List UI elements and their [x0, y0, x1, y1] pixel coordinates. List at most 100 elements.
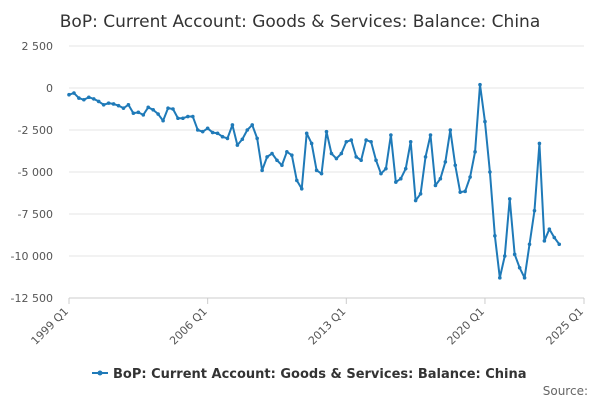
- data-point[interactable]: [96, 99, 101, 104]
- data-point[interactable]: [270, 151, 274, 156]
- data-point[interactable]: [339, 151, 344, 156]
- data-point[interactable]: [537, 141, 542, 146]
- data-point[interactable]: [359, 158, 363, 163]
- data-point[interactable]: [438, 176, 443, 181]
- data-point[interactable]: [413, 198, 418, 203]
- data-point[interactable]: [161, 118, 165, 123]
- data-point[interactable]: [398, 176, 403, 181]
- data-point[interactable]: [478, 82, 482, 87]
- data-point[interactable]: [319, 171, 324, 176]
- data-point[interactable]: [418, 192, 423, 196]
- data-point[interactable]: [285, 150, 289, 154]
- data-point[interactable]: [72, 91, 76, 95]
- data-point[interactable]: [423, 155, 428, 159]
- data-point[interactable]: [453, 163, 458, 168]
- data-point[interactable]: [136, 110, 141, 115]
- data-point[interactable]: [329, 151, 334, 156]
- data-point[interactable]: [255, 136, 259, 141]
- data-point[interactable]: [309, 141, 314, 146]
- data-point[interactable]: [512, 252, 517, 257]
- data-point[interactable]: [493, 234, 497, 238]
- data-point[interactable]: [116, 103, 121, 108]
- data-point[interactable]: [294, 178, 299, 183]
- data-point[interactable]: [468, 175, 472, 179]
- data-point[interactable]: [265, 155, 269, 159]
- data-point[interactable]: [176, 116, 180, 121]
- data-point[interactable]: [517, 265, 522, 270]
- data-point[interactable]: [532, 208, 537, 213]
- data-point[interactable]: [354, 155, 359, 159]
- data-point[interactable]: [389, 133, 393, 137]
- data-point[interactable]: [507, 197, 512, 201]
- data-point[interactable]: [522, 276, 527, 280]
- data-point[interactable]: [408, 139, 413, 144]
- data-point[interactable]: [473, 150, 477, 154]
- data-point[interactable]: [299, 187, 304, 191]
- data-point[interactable]: [67, 92, 71, 97]
- data-point[interactable]: [463, 189, 467, 194]
- data-point[interactable]: [77, 96, 81, 100]
- data-point[interactable]: [364, 138, 368, 142]
- data-point[interactable]: [195, 128, 200, 132]
- data-point[interactable]: [156, 112, 160, 116]
- data-point[interactable]: [369, 139, 373, 144]
- data-point[interactable]: [344, 139, 349, 144]
- data-point[interactable]: [324, 129, 329, 134]
- data-point[interactable]: [240, 137, 245, 142]
- data-point[interactable]: [121, 106, 126, 110]
- data-point[interactable]: [200, 129, 205, 134]
- data-point[interactable]: [384, 166, 388, 171]
- data-point[interactable]: [82, 97, 86, 102]
- data-point[interactable]: [349, 138, 354, 142]
- data-point[interactable]: [181, 116, 185, 121]
- source-label[interactable]: Source:: [543, 384, 588, 398]
- data-point[interactable]: [171, 107, 175, 111]
- data-point[interactable]: [225, 136, 230, 141]
- data-point[interactable]: [186, 114, 190, 119]
- data-point[interactable]: [488, 170, 492, 174]
- data-point[interactable]: [260, 168, 264, 173]
- data-point[interactable]: [443, 160, 448, 164]
- data-point[interactable]: [151, 108, 155, 112]
- data-point[interactable]: [101, 103, 106, 107]
- data-point[interactable]: [428, 133, 433, 137]
- data-point[interactable]: [334, 156, 339, 161]
- data-point[interactable]: [304, 131, 309, 136]
- data-point[interactable]: [210, 130, 215, 135]
- data-point[interactable]: [448, 128, 453, 132]
- data-point[interactable]: [394, 180, 398, 184]
- data-point[interactable]: [557, 242, 562, 247]
- data-point[interactable]: [547, 227, 552, 231]
- data-point[interactable]: [141, 113, 146, 117]
- data-point[interactable]: [483, 119, 487, 124]
- data-point[interactable]: [131, 111, 136, 115]
- data-point[interactable]: [250, 123, 255, 127]
- data-point[interactable]: [552, 235, 557, 240]
- data-point[interactable]: [106, 101, 111, 105]
- data-point[interactable]: [542, 239, 547, 243]
- data-point[interactable]: [374, 158, 378, 163]
- data-point[interactable]: [235, 143, 240, 147]
- data-point[interactable]: [458, 190, 463, 194]
- legend[interactable]: BoP: Current Account: Goods & Services: …: [92, 367, 527, 382]
- data-point[interactable]: [527, 242, 532, 247]
- data-point[interactable]: [379, 171, 383, 176]
- data-point[interactable]: [87, 95, 91, 100]
- data-point[interactable]: [215, 131, 220, 136]
- data-point[interactable]: [146, 105, 151, 110]
- data-point[interactable]: [433, 183, 438, 188]
- data-point[interactable]: [191, 114, 195, 119]
- data-point[interactable]: [280, 163, 284, 168]
- data-point[interactable]: [230, 123, 235, 127]
- data-point[interactable]: [314, 168, 319, 173]
- data-point[interactable]: [498, 276, 502, 280]
- data-point[interactable]: [166, 106, 170, 110]
- data-point[interactable]: [126, 103, 131, 107]
- data-point[interactable]: [290, 153, 294, 157]
- data-point[interactable]: [245, 128, 250, 132]
- data-point[interactable]: [91, 97, 96, 101]
- data-point[interactable]: [275, 158, 279, 163]
- data-point[interactable]: [205, 126, 210, 131]
- data-point[interactable]: [220, 134, 225, 139]
- data-point[interactable]: [111, 102, 116, 106]
